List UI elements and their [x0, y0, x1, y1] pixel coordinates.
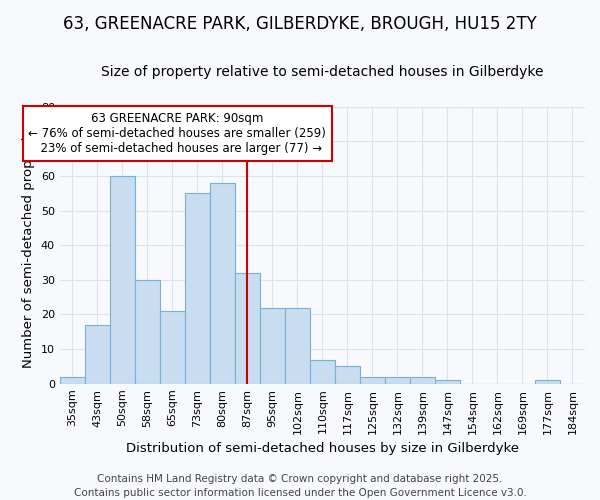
- Bar: [260, 308, 285, 384]
- Bar: [335, 366, 360, 384]
- Bar: [285, 308, 310, 384]
- Bar: [360, 377, 385, 384]
- Bar: [535, 380, 560, 384]
- Title: Size of property relative to semi-detached houses in Gilberdyke: Size of property relative to semi-detach…: [101, 65, 544, 79]
- Bar: [135, 280, 160, 384]
- Bar: [185, 193, 210, 384]
- Bar: [310, 360, 335, 384]
- Bar: [85, 325, 110, 384]
- Bar: [110, 176, 135, 384]
- Text: Contains HM Land Registry data © Crown copyright and database right 2025.
Contai: Contains HM Land Registry data © Crown c…: [74, 474, 526, 498]
- Y-axis label: Number of semi-detached properties: Number of semi-detached properties: [22, 122, 35, 368]
- Bar: [235, 273, 260, 384]
- Bar: [435, 380, 460, 384]
- Bar: [160, 311, 185, 384]
- Bar: [385, 377, 410, 384]
- Bar: [60, 377, 85, 384]
- X-axis label: Distribution of semi-detached houses by size in Gilberdyke: Distribution of semi-detached houses by …: [126, 442, 519, 455]
- Text: 63 GREENACRE PARK: 90sqm
← 76% of semi-detached houses are smaller (259)
  23% o: 63 GREENACRE PARK: 90sqm ← 76% of semi-d…: [28, 112, 326, 155]
- Bar: [410, 377, 435, 384]
- Bar: [210, 183, 235, 384]
- Text: 63, GREENACRE PARK, GILBERDYKE, BROUGH, HU15 2TY: 63, GREENACRE PARK, GILBERDYKE, BROUGH, …: [63, 15, 537, 33]
